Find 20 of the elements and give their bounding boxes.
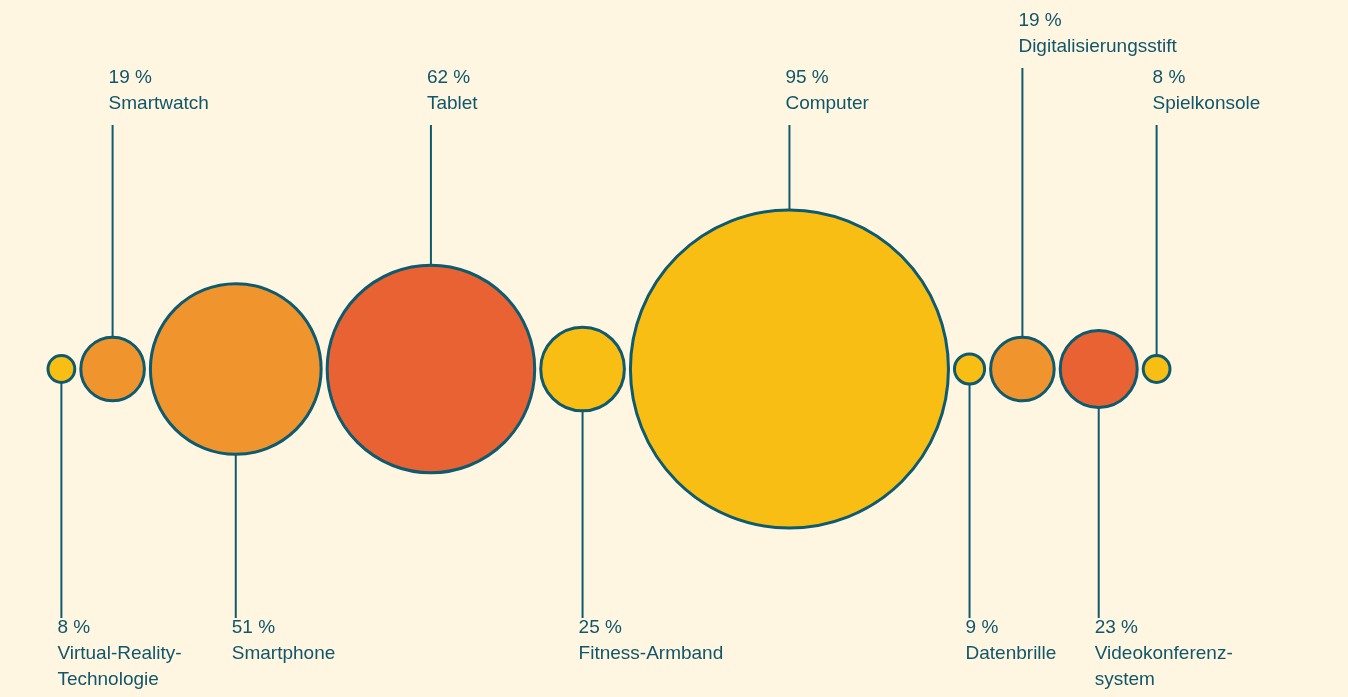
category-label: Smartwatch <box>108 92 209 113</box>
category-label: Datenbrille <box>965 642 1057 663</box>
data-label: 19 % <box>108 66 152 87</box>
data-label: 95 % <box>785 66 829 87</box>
category-label: Spielkonsole <box>1152 92 1261 113</box>
category-label: Computer <box>785 92 870 113</box>
data-label: 51 % <box>231 616 276 637</box>
data-label: 19 % <box>1018 9 1062 30</box>
data-label: 23 % <box>1094 616 1139 637</box>
category-label: Videokonferenz-system <box>1094 642 1233 689</box>
data-label: 25 % <box>578 616 622 637</box>
category-label: Smartphone <box>231 642 336 663</box>
data-label: 9 % <box>965 616 999 637</box>
category-label: Fitness-Armband <box>578 642 724 663</box>
category-label: Virtual-Reality-Technologie <box>57 642 182 689</box>
category-label: Tablet <box>426 92 479 113</box>
data-label: 8 % <box>57 616 91 637</box>
data-label: 62 % <box>426 66 471 87</box>
data-label: 8 % <box>1152 66 1186 87</box>
category-label: Digitalisierungsstift <box>1018 35 1178 56</box>
